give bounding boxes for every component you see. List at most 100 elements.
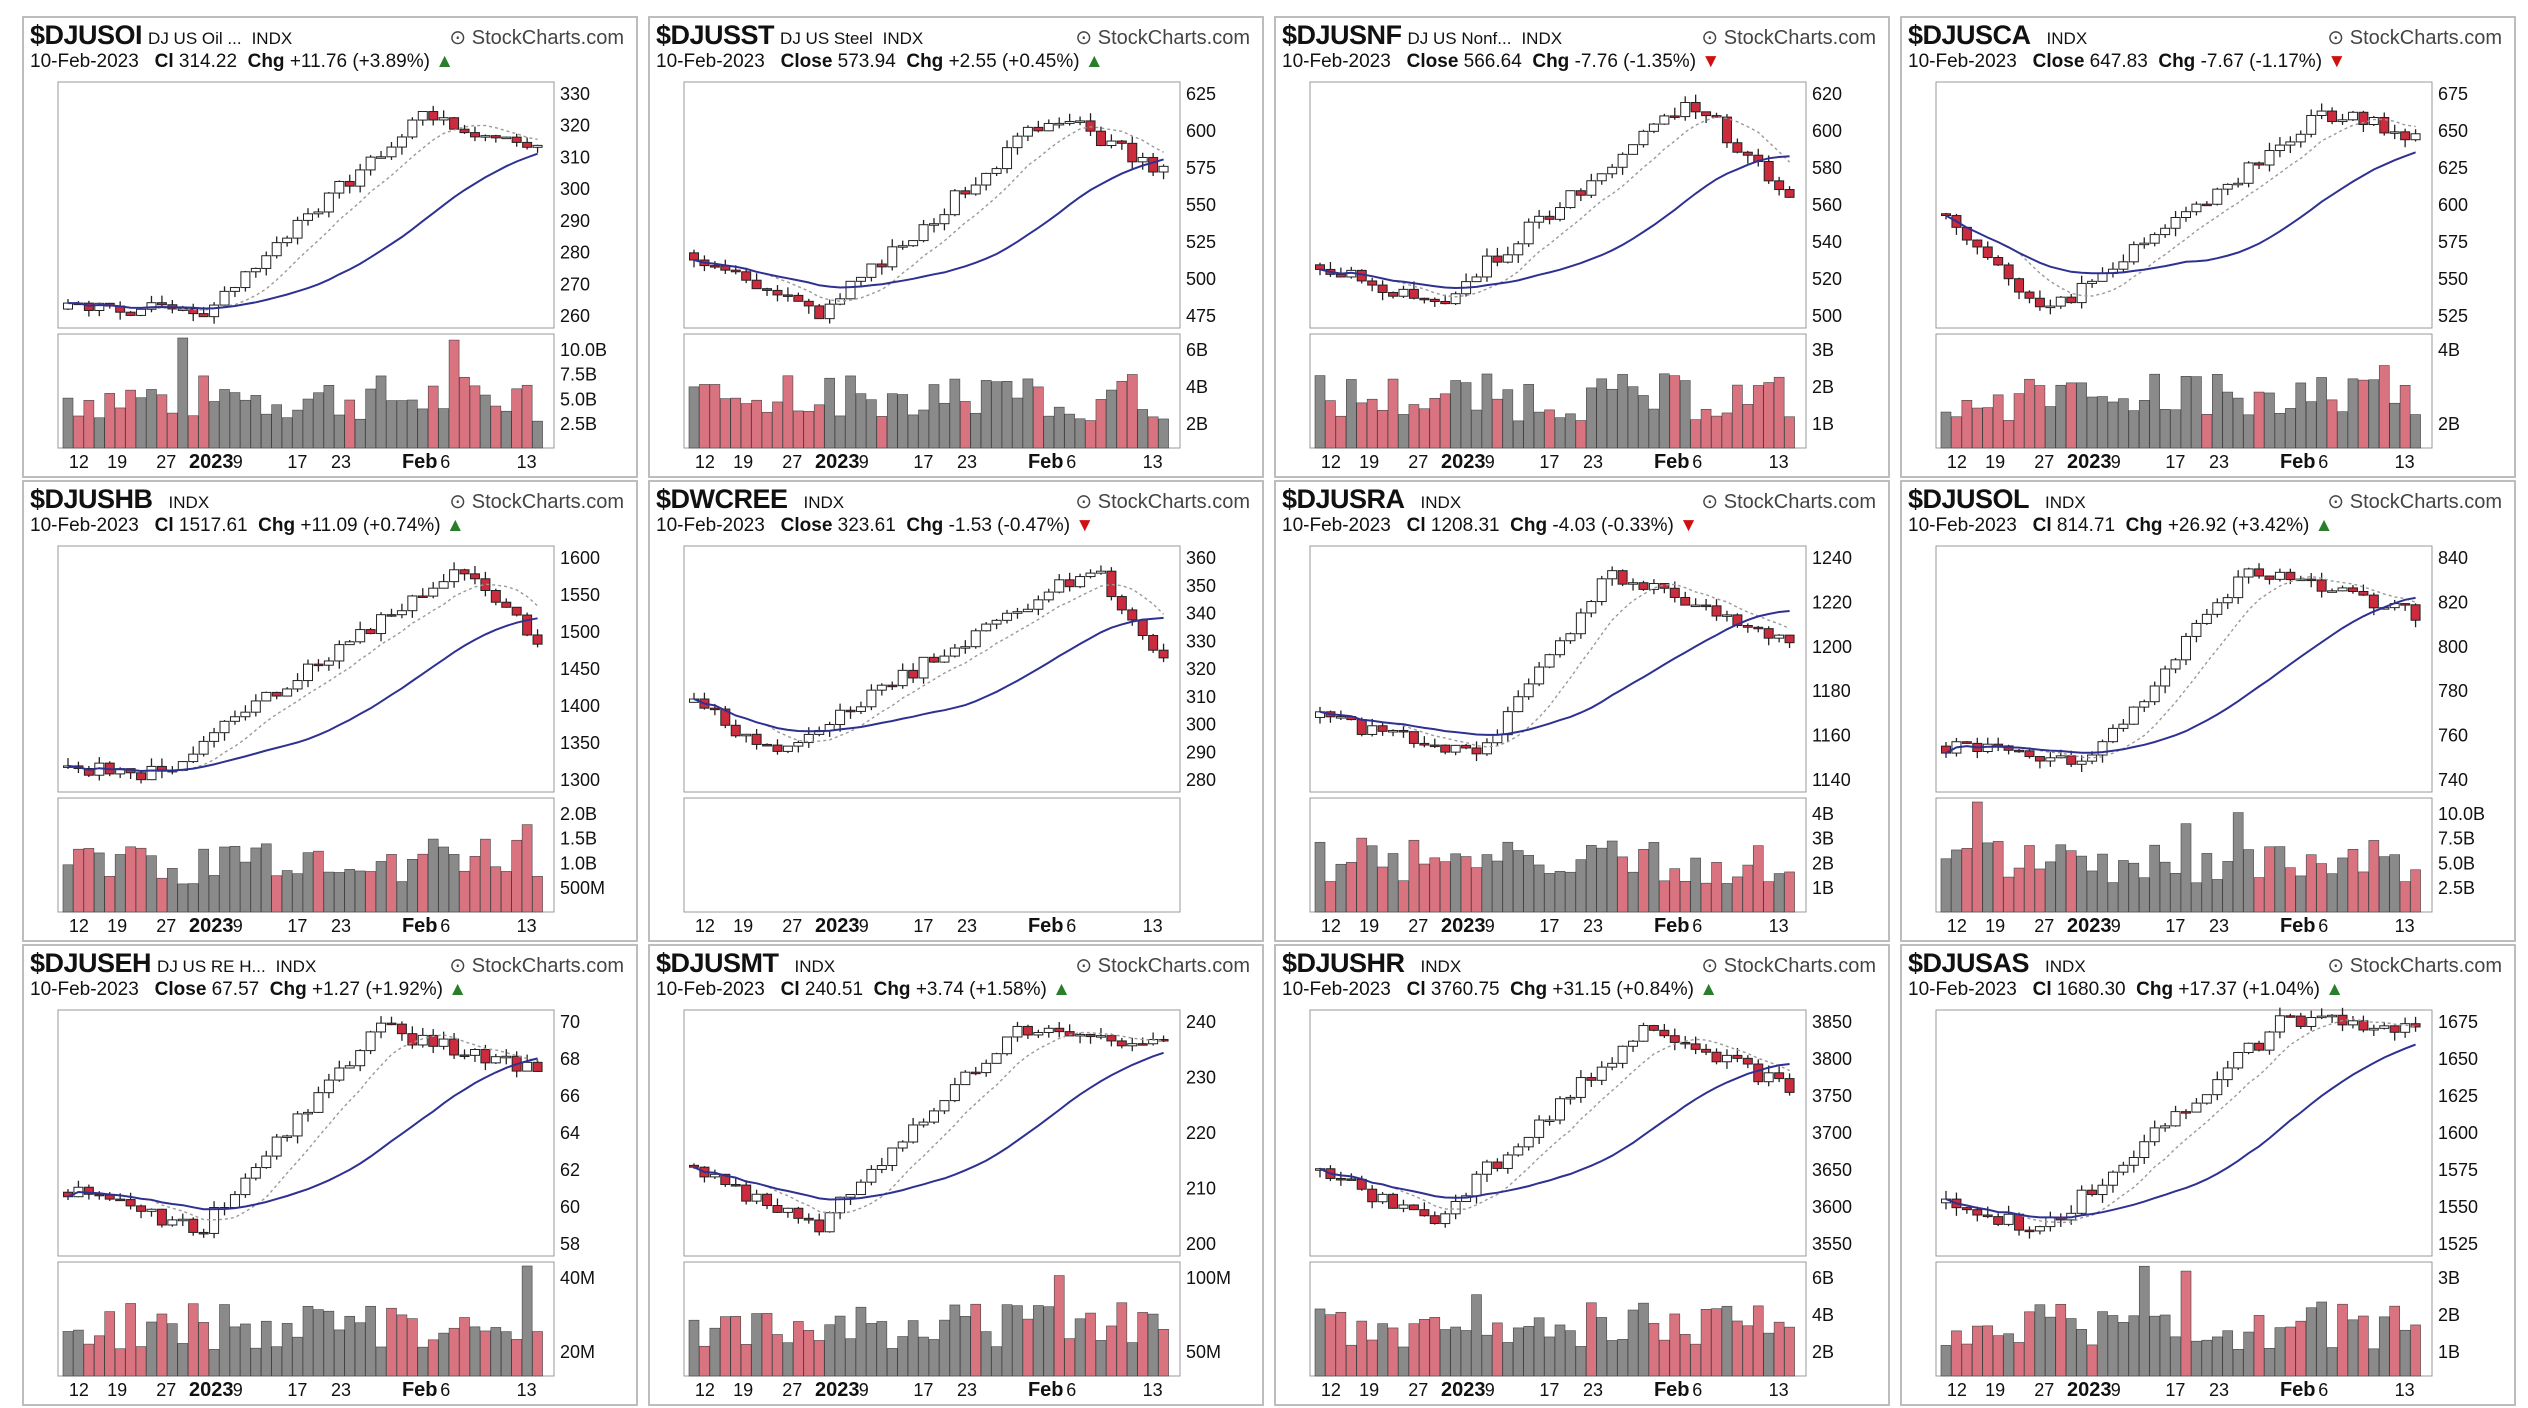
volume-bar [1314, 841, 1326, 913]
candle [1137, 156, 1148, 163]
candle [1753, 1063, 1764, 1083]
volume-bar [709, 384, 721, 449]
volume-bar [2368, 379, 2380, 449]
arrow-up-icon: ▲ [1084, 51, 1104, 72]
volume-bar [2264, 1347, 2275, 1377]
candle [1732, 142, 1743, 153]
candle [156, 302, 167, 306]
volume-bar [73, 848, 84, 913]
candle [1022, 126, 1033, 137]
candle [2233, 1052, 2244, 1069]
candle [2400, 603, 2411, 606]
chart-header: $DWCREE INDX ⊙ StockCharts.com 10-Feb-2023 … [656, 484, 1256, 542]
volume-bar [1554, 871, 1566, 913]
y-tick-label: 525 [2438, 306, 2468, 326]
candle [845, 709, 856, 713]
candle [501, 1055, 512, 1059]
candle [855, 706, 866, 712]
candle [115, 1198, 126, 1202]
date: 10-Feb-2023 [656, 515, 765, 536]
chart-panel-djusmt[interactable]: $DJUSMT INDX ⊙ StockCharts.com 10-Feb-2023 … [648, 944, 1264, 1406]
candle [1106, 1035, 1117, 1042]
candle [1408, 731, 1419, 744]
chart-panel-djusoi[interactable]: $DJUSOI DJ US Oil ... INDX ⊙ StockCharts.co… [22, 16, 638, 478]
chart-panel-djusst[interactable]: $DJUSST DJ US Steel INDX ⊙ StockCharts.com 1… [648, 16, 1264, 478]
y-tick-label: 220 [1186, 1123, 1216, 1143]
x-tick-label: 19 [733, 916, 753, 936]
close-value: 814.71 [2056, 515, 2116, 536]
candle [376, 1022, 387, 1033]
candle [2160, 227, 2171, 236]
y-tick-label: 310 [1186, 687, 1216, 707]
candle [2327, 590, 2338, 593]
volume-bar [469, 1326, 481, 1377]
candle [292, 219, 303, 239]
brand-label: StockCharts.com [1097, 491, 1250, 513]
chart-panel-djusol[interactable]: $DJUSOL INDX ⊙ StockCharts.com 10-Feb-2023 … [1900, 480, 2516, 942]
volume-bar [156, 394, 168, 449]
candle [751, 279, 762, 290]
volume-bar [2285, 1326, 2296, 1377]
volume-bar [2118, 398, 2129, 449]
x-tick-label: 12 [1947, 916, 1967, 936]
candle [282, 688, 293, 697]
x-tick-label: 19 [733, 1380, 753, 1400]
volume-bar [1659, 880, 1670, 913]
chart-panel-djusnf[interactable]: $DJUSNF DJ US Nonf... INDX ⊙ StockCharts.co… [1274, 16, 1890, 478]
volume-bar [1387, 378, 1399, 449]
chart-panel-djusca[interactable]: $DJUSCA INDX ⊙ StockCharts.com 10-Feb-2023 … [1900, 16, 2516, 478]
volume-bar [720, 398, 731, 449]
candle [1534, 215, 1545, 223]
candle [2222, 1067, 2233, 1081]
candle [219, 720, 230, 734]
brand: ⊙ StockCharts.com [449, 489, 624, 514]
candle [2003, 1213, 2014, 1225]
x-tick-label: 12 [695, 1380, 715, 1400]
chart-header: $DJUSHB INDX ⊙ StockCharts.com 10-Feb-2023 … [30, 484, 630, 542]
volume-bar [2149, 1315, 2160, 1377]
chart-panel-djushb[interactable]: $DJUSHB INDX ⊙ StockCharts.com 10-Feb-2023 … [22, 480, 638, 942]
volume-bar [876, 1321, 888, 1377]
candle [1315, 264, 1325, 270]
candle [334, 1067, 345, 1081]
volume-bar [2065, 1318, 2077, 1377]
candle [188, 753, 199, 763]
candle [2024, 750, 2035, 758]
candle [897, 1141, 908, 1149]
volume-bar [438, 1332, 449, 1377]
x-tick-label: 2023 [189, 915, 234, 937]
chart-panel-djuseh[interactable]: $DJUSEH DJ US RE H... INDX ⊙ StockCharts.co… [22, 944, 638, 1406]
ma-mid-line [693, 158, 1164, 289]
candle [1669, 587, 1680, 598]
candle [1993, 257, 2004, 266]
chart-panel-djusra[interactable]: $DJUSRA INDX ⊙ StockCharts.com 10-Feb-2023 … [1274, 480, 1890, 942]
y-tick-label: 320 [560, 116, 590, 136]
chart-panel-dwcree[interactable]: $DWCREE INDX ⊙ StockCharts.com 10-Feb-2023 … [648, 480, 1264, 942]
date: 10-Feb-2023 [1282, 979, 1391, 1000]
chart-panel-djusas[interactable]: $DJUSAS INDX ⊙ StockCharts.com 10-Feb-2023 … [1900, 944, 2516, 1406]
ma-mid-line [1319, 1063, 1790, 1199]
candle [1701, 1048, 1712, 1053]
volume-bar [970, 412, 982, 449]
volume-bar [365, 871, 376, 913]
candle [2149, 685, 2160, 703]
x-tick-label: 9 [233, 916, 243, 936]
candle [1680, 1041, 1691, 1045]
volume-bar [1502, 389, 1514, 449]
x-tick-label: 27 [782, 452, 802, 472]
volume-bar [1554, 417, 1566, 449]
volume-bar [146, 389, 157, 449]
candle [136, 308, 147, 316]
candle [1054, 1027, 1065, 1033]
candle [2014, 1213, 2025, 1231]
candle [313, 211, 324, 215]
close-value: 566.64 [1463, 51, 1522, 72]
candle [83, 1186, 94, 1195]
candle [2201, 1094, 2212, 1104]
chart-panel-djushr[interactable]: $DJUSHR INDX ⊙ StockCharts.com 10-Feb-2023 … [1274, 944, 1890, 1406]
symbol: $DJUSCA [1908, 20, 2031, 50]
candle [730, 1184, 741, 1187]
candle [1680, 596, 1691, 606]
volume-bar [886, 1348, 898, 1377]
